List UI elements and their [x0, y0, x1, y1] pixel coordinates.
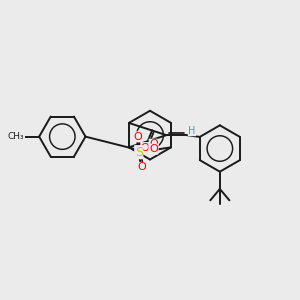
Text: O: O [138, 163, 146, 172]
Text: CH₃: CH₃ [8, 132, 25, 141]
Text: O: O [133, 132, 142, 142]
Text: O: O [149, 139, 158, 149]
Text: O: O [149, 144, 158, 154]
Text: O: O [141, 142, 150, 153]
Text: S: S [135, 146, 143, 159]
Text: H: H [188, 126, 196, 136]
